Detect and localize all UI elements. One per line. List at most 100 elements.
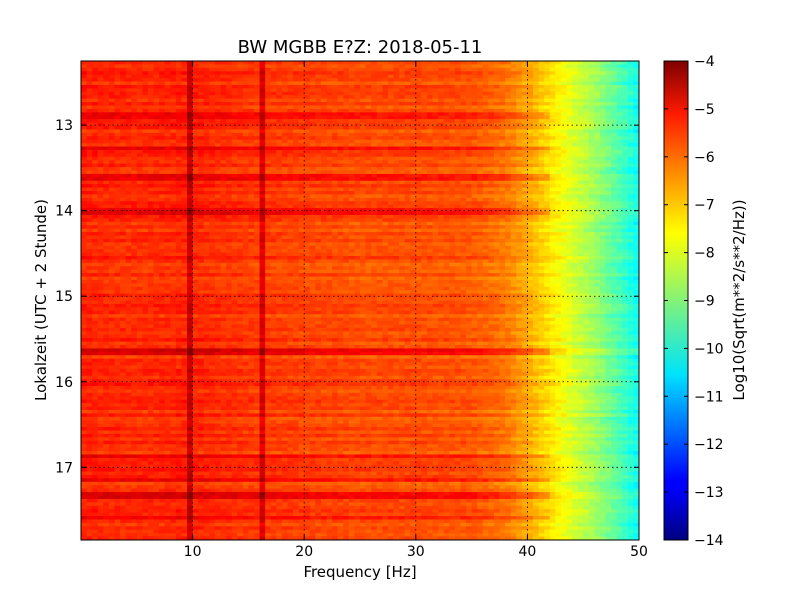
heatmap-cell: [538, 112, 545, 117]
heatmap-cell: [343, 102, 350, 107]
heatmap-cell: [577, 177, 584, 182]
heatmap-cell: [376, 194, 383, 199]
heatmap-cell: [549, 98, 556, 103]
heatmap-cell: [410, 105, 417, 110]
heatmap-cell: [611, 167, 618, 172]
heatmap-cell: [421, 163, 428, 168]
heatmap-cell: [326, 139, 333, 144]
heatmap-cell: [449, 61, 456, 66]
heatmap-cell: [493, 201, 501, 206]
heatmap-cell: [371, 184, 378, 189]
heatmap-cell: [627, 197, 635, 202]
heatmap-cell: [611, 221, 618, 226]
heatmap-cell: [315, 201, 322, 206]
heatmap-cell: [493, 91, 501, 96]
heatmap-cell: [566, 105, 573, 110]
heatmap-cell: [326, 204, 333, 209]
heatmap-cell: [203, 129, 210, 134]
heatmap-cell: [276, 78, 283, 83]
heatmap-cell: [114, 112, 121, 117]
heatmap-cell: [136, 78, 143, 83]
heatmap-cell: [131, 170, 138, 175]
heatmap-cell: [510, 173, 517, 178]
heatmap-cell: [281, 146, 289, 151]
heatmap-cell: [566, 61, 573, 66]
heatmap-cell: [382, 214, 389, 219]
heatmap-cell: [538, 204, 545, 209]
heatmap-cell: [293, 71, 300, 76]
heatmap-cell: [253, 173, 261, 178]
heatmap-cell: [622, 91, 629, 96]
heatmap-cell: [426, 191, 434, 196]
heatmap-cell: [532, 126, 540, 131]
heatmap-cell: [270, 95, 277, 100]
heatmap-cell: [114, 218, 121, 223]
heatmap-cell: [214, 119, 222, 124]
heatmap-cell: [320, 191, 328, 196]
heatmap-cell: [108, 91, 116, 96]
heatmap-cell: [588, 194, 595, 199]
heatmap-cell: [332, 95, 339, 100]
heatmap-cell: [348, 136, 356, 141]
heatmap-cell: [438, 197, 445, 202]
heatmap-cell: [454, 102, 462, 107]
heatmap-cell: [488, 105, 495, 110]
heatmap-cell: [131, 208, 138, 213]
heatmap-cell: [365, 163, 372, 168]
heatmap-cell: [538, 132, 545, 137]
heatmap-cell: [560, 129, 568, 134]
heatmap-cell: [170, 153, 177, 158]
heatmap-cell: [120, 204, 127, 209]
heatmap-cell: [499, 191, 506, 196]
heatmap-cell: [371, 208, 378, 213]
heatmap-cell: [577, 197, 584, 202]
heatmap-cell: [81, 163, 88, 168]
heatmap-cell: [488, 221, 495, 226]
heatmap-cell: [170, 71, 177, 76]
heatmap-cell: [125, 191, 132, 196]
heatmap-cell: [482, 67, 489, 72]
heatmap-cell: [466, 84, 473, 89]
heatmap-cell: [471, 102, 478, 107]
heatmap-cell: [544, 211, 551, 216]
heatmap-cell: [454, 67, 462, 72]
heatmap-cell: [120, 225, 127, 230]
heatmap-cell: [103, 208, 110, 213]
heatmap-cell: [320, 132, 328, 137]
heatmap-cell: [482, 115, 489, 120]
heatmap-cell: [521, 67, 528, 72]
heatmap-cell: [555, 167, 562, 172]
heatmap-cell: [627, 177, 635, 182]
heatmap-cell: [209, 221, 216, 226]
heatmap-cell: [175, 170, 183, 175]
heatmap-cell: [198, 119, 205, 124]
heatmap-cell: [226, 146, 233, 151]
heatmap-cell: [214, 88, 222, 93]
heatmap-cell: [125, 167, 132, 172]
heatmap-cell: [449, 129, 456, 134]
heatmap-cell: [599, 102, 607, 107]
heatmap-cell: [493, 78, 501, 83]
heatmap-cell: [175, 208, 183, 213]
heatmap-cell: [466, 225, 473, 230]
heatmap-cell: [387, 102, 395, 107]
heatmap-cell: [382, 184, 389, 189]
heatmap-cell: [477, 208, 484, 213]
heatmap-cell: [583, 122, 590, 127]
heatmap-cell: [627, 156, 635, 161]
heatmap-cell: [86, 173, 93, 178]
heatmap-cell: [599, 146, 607, 151]
heatmap-cell: [410, 102, 417, 107]
heatmap-cell: [159, 218, 166, 223]
heatmap-cell: [198, 160, 205, 165]
heatmap-cell: [281, 98, 289, 103]
heatmap-cell: [622, 136, 629, 141]
heatmap-cell: [605, 119, 612, 124]
heatmap-cell: [97, 108, 104, 113]
heatmap-cell: [572, 177, 579, 182]
heatmap-cell: [443, 208, 450, 213]
heatmap-cell: [97, 163, 104, 168]
heatmap-cell: [432, 102, 439, 107]
heatmap-cell: [477, 197, 484, 202]
heatmap-cell: [142, 167, 149, 172]
